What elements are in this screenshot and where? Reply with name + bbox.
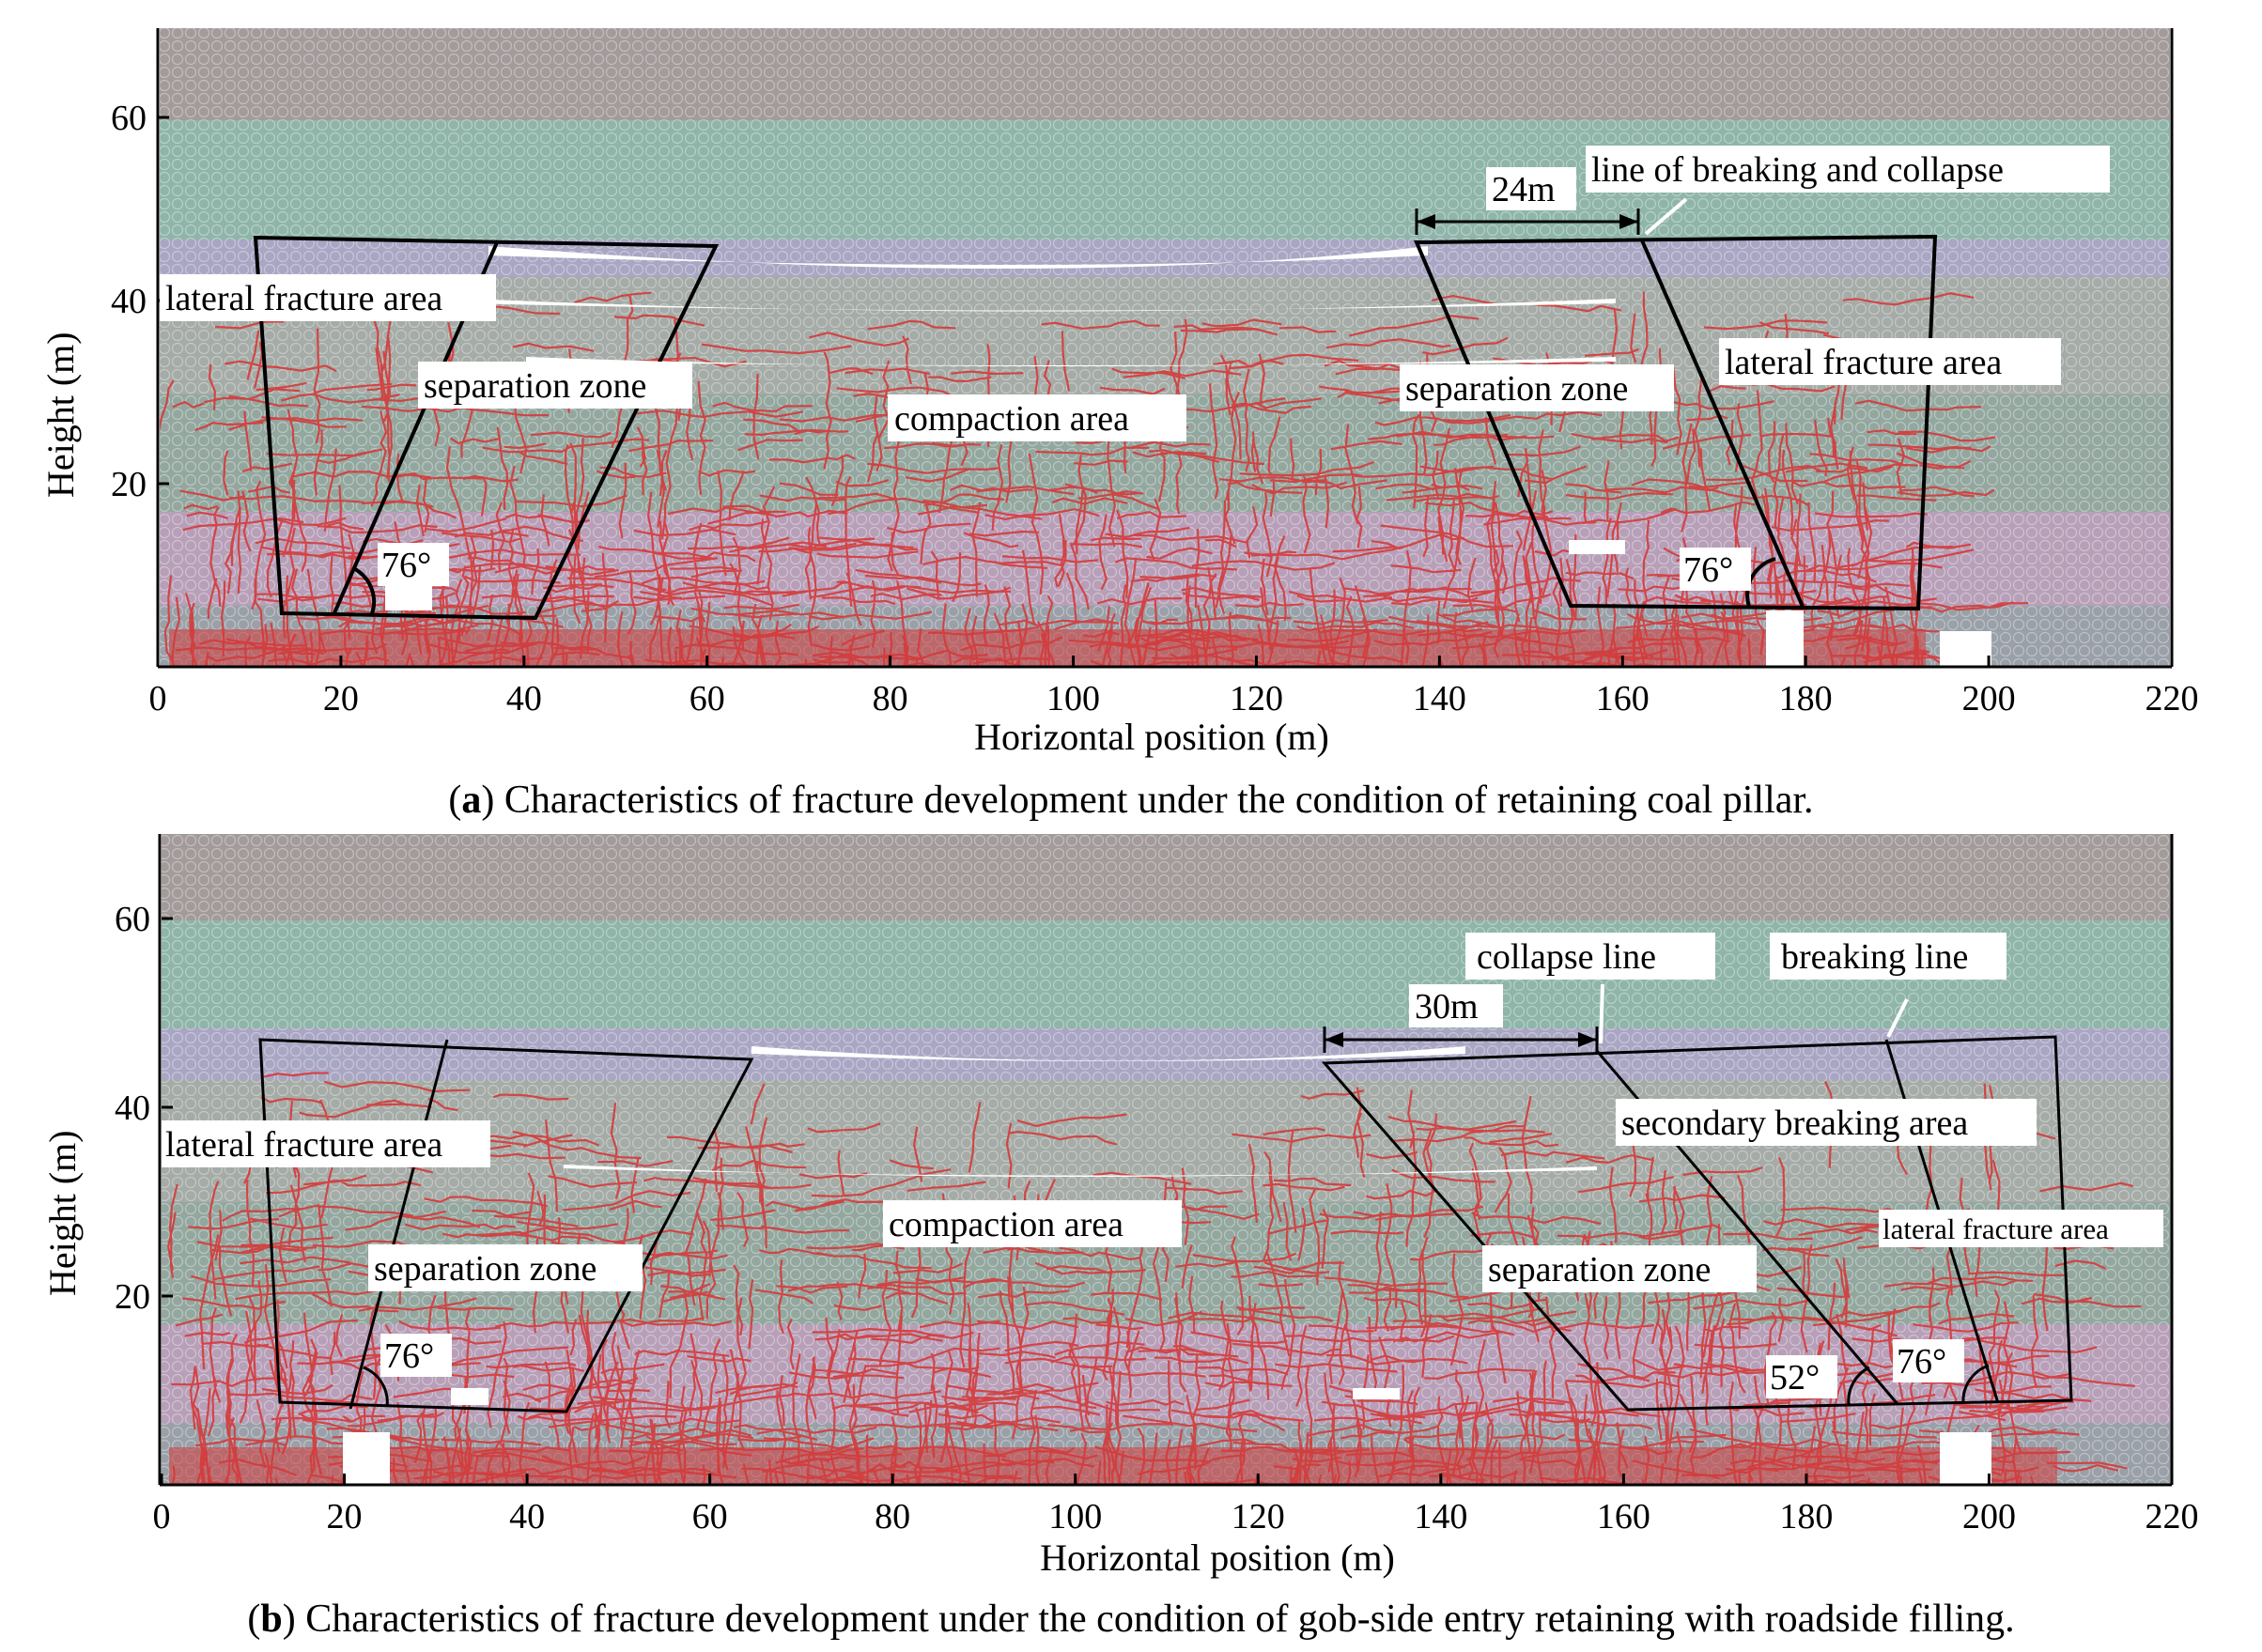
void-left-bottom [451, 1388, 488, 1405]
strata-a [160, 28, 2170, 667]
void-right-bottom [1766, 610, 1804, 667]
y-tick-label: 20 [111, 465, 147, 504]
x-tick-label: 20 [327, 1497, 363, 1536]
void-secondary [470, 299, 1616, 312]
label-compaction: compaction area [889, 1205, 1123, 1244]
label-secondary-breaking: secondary breaking area [1621, 1104, 1968, 1143]
x-axis-label: Horizontal position (m) [1040, 1536, 1395, 1579]
left-outer-trapezoid [258, 1038, 754, 1413]
y-axis-label: Height (m) [41, 1130, 84, 1296]
angle-arc-52 [1847, 1366, 1870, 1406]
label-collapse-line: collapse line [1477, 937, 1656, 977]
label-angle-left: 76° [384, 1336, 434, 1376]
right-outer-trapezoid [1413, 234, 1938, 611]
x-tick-label: 120 [1232, 1497, 1285, 1536]
label-lateral-left: lateral fracture area [165, 279, 442, 318]
x-tick-label: 140 [1413, 679, 1466, 718]
panel-b-figure: 0 20 40 60 80 100 120 140 160 180 200 220 20 40 60 lat… [41, 834, 2199, 1579]
x-axis-label: Horizontal position (m) [974, 716, 1329, 758]
x-tick-label: 160 [1597, 1497, 1650, 1536]
label-boxes: lateral fracture area separation zone co… [162, 933, 2163, 1398]
void-secondary [564, 1165, 1597, 1178]
collapse-leader [1599, 983, 1604, 1044]
caved-zone [169, 629, 1926, 667]
label-lateral-left: lateral fracture area [165, 1125, 442, 1165]
y-tick-label: 60 [115, 900, 150, 939]
y-tick-label: 60 [111, 99, 147, 138]
x-tick-label: 40 [509, 1497, 545, 1536]
angle-arc-right [1745, 557, 1776, 608]
axis-ticks: 0 20 40 60 80 100 120 140 160 180 200 220 20 40 60 [115, 900, 2199, 1536]
fracture-network [160, 291, 2054, 667]
left-outer-trapezoid [253, 235, 720, 621]
x-tick-label: 140 [1414, 1497, 1467, 1536]
label-line-breaking: line of breaking and collapse [1591, 150, 2004, 190]
label-angle-right: 76° [1897, 1342, 1946, 1382]
angle-arc-left [353, 567, 377, 617]
x-tick-label: 180 [1779, 1497, 1833, 1536]
right-outer-trapezoid [1321, 1035, 2073, 1412]
void-mid-bottom [1353, 1388, 1400, 1399]
x-tick-label: 160 [1596, 679, 1650, 718]
label-separation-left: separation zone [374, 1249, 596, 1289]
x-tick-label: 40 [506, 679, 542, 718]
x-tick-label: 180 [1779, 679, 1833, 718]
x-tick-label: 0 [149, 679, 167, 718]
x-tick-label: 80 [875, 1497, 910, 1536]
angle-arc-left [363, 1366, 389, 1408]
angle-arc-right [1961, 1364, 1990, 1404]
label-angle-left: 76° [381, 546, 431, 585]
label-lateral-right: lateral fracture area [1725, 343, 2002, 382]
y-tick-label: 40 [115, 1088, 150, 1128]
dimension-30m [1323, 983, 1909, 1053]
zone-outlines [253, 234, 1938, 621]
breaking-leader [1886, 998, 1909, 1038]
x-tick-label: 200 [1962, 679, 2016, 718]
label-dimension: 30m [1415, 987, 1479, 1027]
y-axis-label: Height (m) [39, 332, 82, 498]
void-left-corner [343, 1432, 390, 1485]
x-tick-label: 220 [2146, 679, 2199, 718]
x-tick-label: 60 [692, 1497, 728, 1536]
x-tick-label: 20 [323, 679, 359, 718]
x-tick-label: 0 [153, 1497, 171, 1536]
y-tick-label: 20 [115, 1277, 150, 1317]
caption-a: (a) Characteristics of fracture developm… [448, 779, 1814, 822]
caved-zone [169, 1447, 2057, 1485]
panel-a-figure: 0 20 40 60 80 100 120 140 160 180 200 220 20 40 60 lat… [39, 28, 2199, 758]
void-entry [1940, 631, 1991, 667]
y-tick-label: 40 [111, 282, 147, 321]
label-lateral-right: lateral fracture area [1882, 1212, 2109, 1245]
label-separation-right: separation zone [1488, 1250, 1711, 1289]
leader-line [1644, 197, 1688, 236]
label-dimension: 24m [1492, 170, 1556, 209]
axis-ticks: 0 20 40 60 80 100 120 140 160 180 200 220 20 40 60 [111, 99, 2199, 718]
label-compaction: compaction area [894, 399, 1129, 439]
x-tick-label: 60 [689, 679, 725, 718]
label-angle-52: 52° [1770, 1358, 1820, 1397]
void-left-bottom [385, 582, 432, 610]
x-tick-label: 200 [1962, 1497, 2016, 1536]
caption-b: (b) Characteristics of fracture developm… [247, 1598, 2015, 1641]
label-breaking-line: breaking line [1781, 937, 1968, 977]
left-inner-line [349, 1039, 449, 1410]
void-main [751, 1046, 1465, 1061]
void-third [526, 357, 1616, 366]
x-tick-label: 220 [2146, 1497, 2199, 1536]
label-separation-left: separation zone [424, 366, 646, 406]
x-tick-label: 120 [1230, 679, 1283, 718]
label-separation-right: separation zone [1405, 369, 1628, 409]
x-tick-label: 100 [1048, 1497, 1102, 1536]
right-inner-line [1640, 239, 1805, 610]
label-angle-right: 76° [1683, 550, 1733, 590]
dimension-24m [1415, 197, 1688, 236]
x-tick-label: 100 [1046, 679, 1100, 718]
x-tick-label: 80 [873, 679, 908, 718]
panel-b: 0 20 40 60 80 100 120 140 160 180 200 220 20 40 60 lat… [0, 808, 2262, 1652]
panel-a: 0 20 40 60 80 100 120 140 160 180 200 220 20 40 60 lat… [0, 0, 2262, 822]
fracture-network [166, 1072, 2142, 1485]
void-right-mid [1569, 540, 1625, 554]
label-boxes: lateral fracture area separation zone co… [160, 146, 2110, 591]
void-entry [1940, 1432, 1991, 1485]
